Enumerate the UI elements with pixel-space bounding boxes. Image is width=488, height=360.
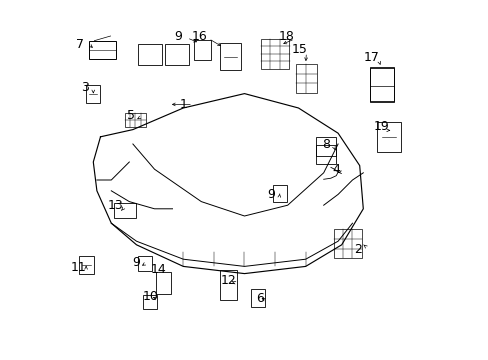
Bar [295, 64, 316, 93]
Text: 9: 9 [267, 188, 275, 201]
Bar [89, 41, 116, 59]
Bar [125, 113, 145, 127]
Bar [220, 270, 237, 300]
Bar [79, 256, 94, 274]
Text: 18: 18 [279, 30, 294, 43]
Text: 11: 11 [70, 261, 86, 274]
Text: 1: 1 [179, 98, 187, 111]
Bar [369, 67, 393, 102]
Bar [250, 289, 264, 307]
Bar [315, 145, 335, 164]
Text: 17: 17 [363, 51, 378, 64]
Text: 9: 9 [132, 256, 140, 269]
Bar [138, 44, 162, 65]
Bar [376, 122, 400, 152]
Text: 5: 5 [127, 109, 135, 122]
Bar [165, 44, 188, 65]
Bar [114, 203, 136, 218]
Text: 2: 2 [354, 243, 362, 256]
Text: 13: 13 [108, 199, 123, 212]
Text: 16: 16 [192, 30, 207, 42]
Text: 6: 6 [256, 292, 264, 305]
Text: 9: 9 [174, 30, 182, 42]
Text: 12: 12 [220, 274, 236, 287]
Text: 8: 8 [321, 138, 329, 150]
Bar [333, 229, 361, 258]
Text: 15: 15 [291, 43, 306, 56]
Bar [220, 43, 241, 70]
Text: 3: 3 [81, 81, 89, 94]
Bar [370, 68, 393, 101]
Bar [272, 185, 286, 202]
Bar [156, 272, 170, 294]
Text: 4: 4 [332, 163, 340, 176]
Bar [142, 295, 156, 309]
Text: 10: 10 [142, 291, 159, 303]
Bar [194, 40, 211, 60]
Text: 7: 7 [76, 38, 84, 51]
Bar [260, 39, 289, 69]
Bar [138, 256, 152, 271]
Bar [315, 137, 335, 156]
Text: 19: 19 [373, 120, 389, 133]
Text: 14: 14 [151, 263, 166, 276]
Bar [86, 85, 100, 103]
